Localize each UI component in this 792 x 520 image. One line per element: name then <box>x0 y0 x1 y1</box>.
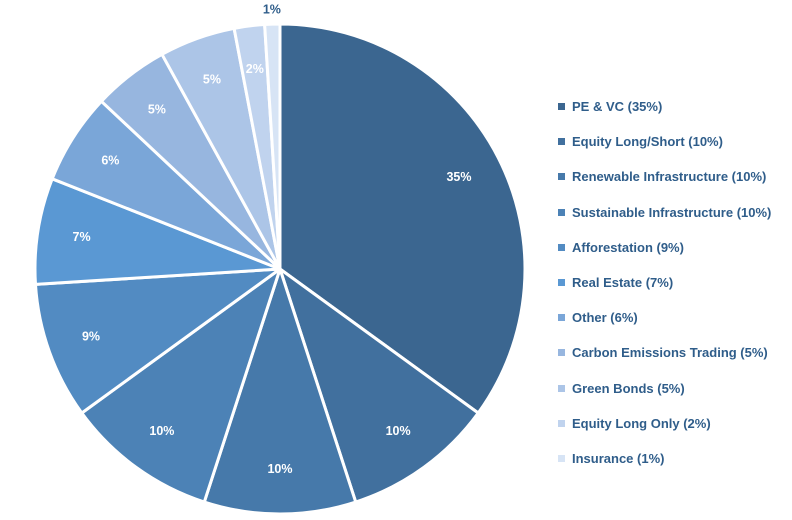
legend-label: PE & VC (35%) <box>572 99 663 115</box>
legend-item: Equity Long/Short (10%) <box>558 124 771 159</box>
legend-swatch <box>558 454 565 462</box>
legend-label: Real Estate (7%) <box>572 275 674 291</box>
legend-item: Other (6%) <box>558 300 771 335</box>
legend-swatch <box>558 138 565 146</box>
legend-label: Carbon Emissions Trading (5%) <box>572 345 768 361</box>
pie-data-label: 5% <box>148 103 166 117</box>
pie-data-label: 5% <box>203 72 221 86</box>
legend-item: Equity Long Only (2%) <box>558 406 771 441</box>
legend-label: Other (6%) <box>572 310 638 326</box>
legend-swatch <box>558 208 565 216</box>
legend-item: Green Bonds (5%) <box>558 371 771 406</box>
legend-item: Sustainable Infrastructure (10%) <box>558 195 771 230</box>
legend-swatch <box>558 103 565 111</box>
pie-data-label: 35% <box>446 170 471 184</box>
legend-swatch <box>558 173 565 181</box>
legend-swatch <box>558 349 565 357</box>
legend-item: Real Estate (7%) <box>558 265 771 300</box>
pie-data-label: 6% <box>101 154 119 168</box>
legend-swatch <box>558 243 565 251</box>
legend-swatch <box>558 384 565 392</box>
legend-item: Afforestation (9%) <box>558 230 771 265</box>
legend-item: Carbon Emissions Trading (5%) <box>558 335 771 370</box>
pie-slices <box>33 22 527 516</box>
pie-data-label: 10% <box>386 424 411 438</box>
pie-slice <box>33 177 282 286</box>
legend-item: Insurance (1%) <box>558 441 771 476</box>
legend-label: Equity Long/Short (10%) <box>572 134 723 150</box>
legend-swatch <box>558 279 565 287</box>
pie-slice <box>80 267 282 504</box>
pie-slice <box>278 267 480 504</box>
pie-slice <box>202 267 358 516</box>
pie-slice <box>263 22 282 271</box>
legend-item: PE & VC (35%) <box>558 89 771 124</box>
legend-label: Equity Long Only (2%) <box>572 415 711 431</box>
pie-slice <box>33 267 282 415</box>
pie-data-labels: 35% 10% 10% 10% 9% 7% 6% 5% 5% 2% 1% <box>73 2 472 476</box>
legend-item: Renewable Infrastructure (10%) <box>558 159 771 194</box>
pie-data-label: 9% <box>82 329 100 343</box>
pie-data-label: 7% <box>73 230 91 244</box>
pie-data-label: 1% <box>263 2 281 16</box>
legend-swatch <box>558 419 565 427</box>
legend-label: Afforestation (9%) <box>572 239 684 255</box>
pie-data-label: 2% <box>246 62 264 76</box>
legend-label: Green Bonds (5%) <box>572 380 685 396</box>
chart-legend: PE & VC (35%) Equity Long/Short (10%) Rene… <box>558 89 771 476</box>
legend-label: Renewable Infrastructure (10%) <box>572 169 767 185</box>
legend-label: Sustainable Infrastructure (10%) <box>572 204 772 220</box>
legend-label: Insurance (1%) <box>572 450 665 466</box>
pie-data-label: 10% <box>149 424 174 438</box>
legend-swatch <box>558 314 565 322</box>
pie-data-label: 10% <box>267 462 292 476</box>
pie-slice <box>278 22 527 415</box>
